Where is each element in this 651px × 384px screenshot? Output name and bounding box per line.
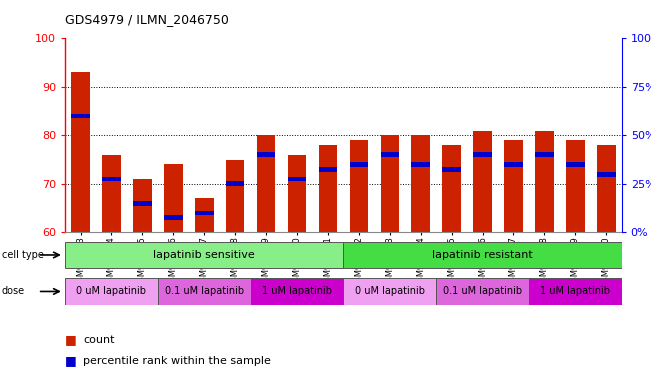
Bar <box>473 131 492 232</box>
Bar <box>473 152 492 157</box>
Bar <box>350 162 368 167</box>
Bar <box>133 179 152 232</box>
Bar <box>226 181 244 186</box>
Bar <box>344 278 436 305</box>
Bar <box>102 155 121 232</box>
Text: cell type: cell type <box>2 250 44 260</box>
Text: dose: dose <box>2 286 25 296</box>
Text: lapatinib sensitive: lapatinib sensitive <box>154 250 255 260</box>
Bar <box>380 135 399 232</box>
Bar <box>256 135 275 232</box>
Bar <box>436 278 529 305</box>
Bar <box>72 114 90 118</box>
Bar <box>288 177 306 181</box>
Bar <box>442 145 461 232</box>
Bar <box>65 278 158 305</box>
Bar <box>442 167 461 172</box>
Bar <box>411 135 430 232</box>
Bar <box>566 140 585 232</box>
Bar <box>164 164 182 232</box>
Bar <box>535 131 553 232</box>
Text: percentile rank within the sample: percentile rank within the sample <box>83 356 271 366</box>
Bar <box>597 145 615 232</box>
Text: GDS4979 / ILMN_2046750: GDS4979 / ILMN_2046750 <box>65 13 229 26</box>
Text: 0.1 uM lapatinib: 0.1 uM lapatinib <box>165 286 244 296</box>
Text: 1 uM lapatinib: 1 uM lapatinib <box>262 286 332 296</box>
Text: count: count <box>83 335 115 345</box>
Text: 1 uM lapatinib: 1 uM lapatinib <box>540 286 611 296</box>
Bar <box>65 242 344 268</box>
Text: 0.1 uM lapatinib: 0.1 uM lapatinib <box>443 286 522 296</box>
Text: ■: ■ <box>65 333 77 346</box>
Bar <box>72 72 90 232</box>
Bar <box>102 177 121 181</box>
Bar <box>597 172 615 177</box>
Text: lapatinib resistant: lapatinib resistant <box>432 250 533 260</box>
Bar <box>133 201 152 206</box>
Bar <box>318 167 337 172</box>
Text: ■: ■ <box>65 354 77 367</box>
Bar <box>288 155 306 232</box>
Bar <box>256 152 275 157</box>
Bar <box>566 162 585 167</box>
Text: 0 uM lapatinib: 0 uM lapatinib <box>76 286 146 296</box>
Bar <box>535 152 553 157</box>
Text: 0 uM lapatinib: 0 uM lapatinib <box>355 286 425 296</box>
Bar <box>195 199 214 232</box>
Bar <box>350 140 368 232</box>
Bar <box>226 160 244 232</box>
Bar <box>164 215 182 220</box>
Bar <box>344 242 622 268</box>
Bar <box>318 145 337 232</box>
Bar <box>529 278 622 305</box>
Bar <box>504 140 523 232</box>
Bar <box>380 152 399 157</box>
Bar <box>411 162 430 167</box>
Bar <box>195 210 214 215</box>
Bar <box>158 278 251 305</box>
Bar <box>504 162 523 167</box>
Bar <box>251 278 344 305</box>
